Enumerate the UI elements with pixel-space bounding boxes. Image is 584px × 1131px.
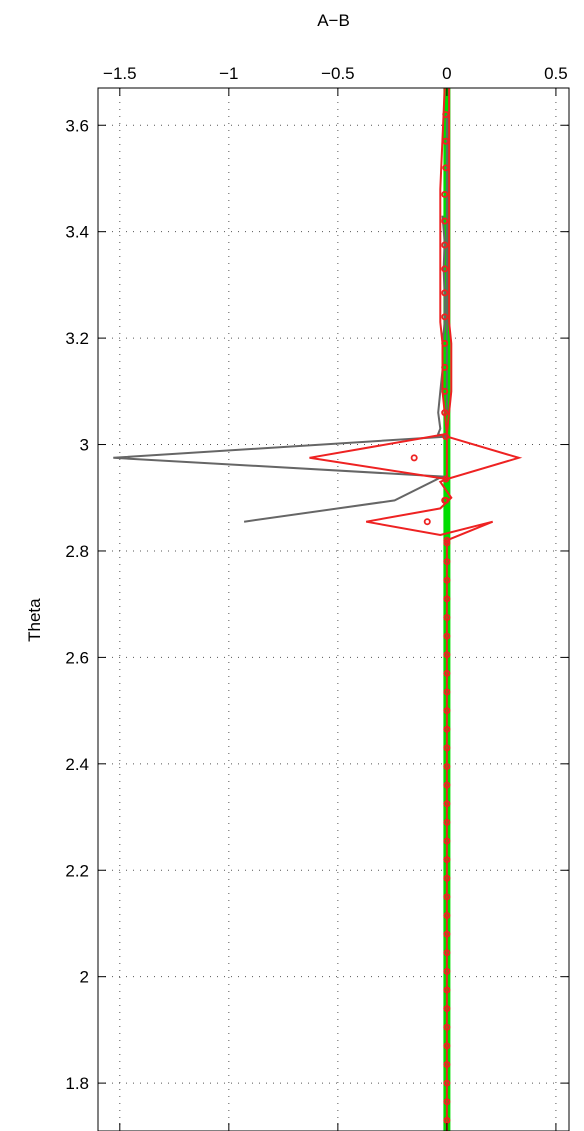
y-tick-label: 2.6 bbox=[65, 648, 89, 667]
series-7-marker bbox=[443, 632, 451, 640]
x-tick-label: 0 bbox=[442, 64, 451, 83]
series-7-marker bbox=[443, 781, 451, 789]
series-7-marker bbox=[443, 725, 451, 733]
series-4-line bbox=[445, 88, 453, 435]
series-7-marker bbox=[443, 800, 451, 808]
x-tick-label: −1 bbox=[219, 64, 238, 83]
series-7-marker bbox=[443, 949, 451, 957]
series-5-marker bbox=[423, 518, 431, 526]
x-tick-label: 0.5 bbox=[544, 64, 568, 83]
series-7-marker bbox=[443, 911, 451, 919]
series-7-marker bbox=[443, 893, 451, 901]
series-6-marker bbox=[441, 409, 449, 417]
series-7-marker bbox=[443, 595, 451, 603]
y-tick-label: 3 bbox=[80, 436, 89, 455]
y-tick-label: 2.8 bbox=[65, 542, 89, 561]
y-tick-label: 2.4 bbox=[65, 755, 89, 774]
series-6-marker bbox=[441, 496, 449, 504]
series-7-marker bbox=[443, 558, 451, 566]
series-6-marker bbox=[441, 289, 449, 297]
series-6-marker bbox=[442, 433, 450, 441]
series-6-marker bbox=[441, 190, 449, 198]
series-7-marker bbox=[443, 762, 451, 770]
series-6-marker bbox=[442, 137, 450, 145]
y-tick-label: 3.2 bbox=[65, 329, 89, 348]
series-6-marker bbox=[442, 164, 450, 172]
series-7-marker bbox=[443, 818, 451, 826]
series-7-marker bbox=[443, 1005, 451, 1013]
series-7-marker bbox=[443, 986, 451, 994]
series-6-marker bbox=[442, 475, 450, 483]
series-7-marker bbox=[443, 669, 451, 677]
x-tick-label: −0.5 bbox=[321, 64, 355, 83]
series-7-marker bbox=[443, 576, 451, 584]
series-6-marker bbox=[441, 339, 449, 347]
y-tick-label: 3.6 bbox=[65, 116, 89, 135]
series-7-marker bbox=[443, 1060, 451, 1068]
series-7-marker bbox=[443, 1098, 451, 1106]
series-7-marker bbox=[443, 707, 451, 715]
y-tick-label: 2 bbox=[80, 968, 89, 987]
series-7-marker bbox=[443, 1042, 451, 1050]
y-tick-label: 1.8 bbox=[65, 1074, 89, 1093]
ticks: −1.5 −1 −0.5 0 0.5 1.8 2 2.2 2.4 2.6 2.8 3 3.2 3.4 3.6 bbox=[65, 64, 569, 1131]
series-layer bbox=[113, 87, 523, 1131]
x-tick-label: −1.5 bbox=[103, 64, 137, 83]
y-axis-title: Theta bbox=[25, 598, 44, 642]
series-1-line bbox=[113, 215, 449, 523]
grid bbox=[98, 88, 569, 1131]
series-7-marker bbox=[443, 930, 451, 938]
series-6-marker bbox=[441, 387, 449, 395]
series-6-marker bbox=[441, 241, 449, 249]
x-axis-title: A−B bbox=[317, 11, 350, 30]
series-6-marker bbox=[442, 111, 450, 119]
series-7-marker bbox=[443, 1023, 451, 1031]
y-tick-label: 3.4 bbox=[65, 223, 89, 242]
series-5-marker bbox=[410, 454, 418, 462]
series-7-marker bbox=[443, 856, 451, 864]
series-7-marker bbox=[443, 688, 451, 696]
series-7-marker bbox=[443, 613, 451, 621]
series-7-marker bbox=[443, 874, 451, 882]
series-7-marker bbox=[443, 651, 451, 659]
series-7-marker bbox=[443, 837, 451, 845]
series-6-marker bbox=[441, 265, 449, 273]
series-6-marker bbox=[441, 217, 449, 225]
series-7-marker bbox=[443, 1079, 451, 1087]
series-7-marker bbox=[443, 539, 451, 547]
plot-frame bbox=[97, 87, 570, 1131]
series-7-marker bbox=[443, 744, 451, 752]
series-6-marker bbox=[441, 313, 449, 321]
series-7-marker bbox=[443, 1116, 451, 1124]
series-6-marker bbox=[443, 536, 451, 544]
y-tick-label: 2.2 bbox=[65, 861, 89, 880]
series-3-line bbox=[309, 87, 523, 1131]
series-6-marker bbox=[441, 363, 449, 371]
series-7-marker bbox=[443, 967, 451, 975]
